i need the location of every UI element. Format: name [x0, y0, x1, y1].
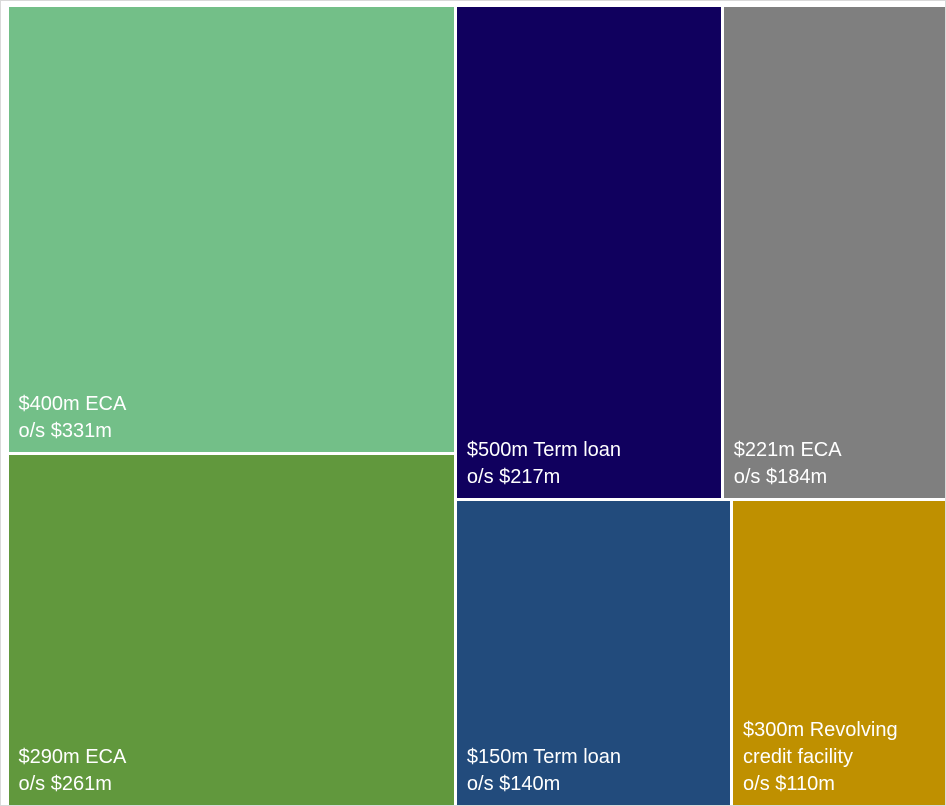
- tile-label: $150m Term loan: [466, 746, 622, 769]
- tile-value-label: o/s $261m: [18, 773, 112, 796]
- tile-value-label: o/s $184m: [733, 465, 828, 488]
- tile-value-label: o/s $140m: [466, 773, 561, 796]
- tile: $500m Term loan o/s $217m: [456, 7, 721, 498]
- tile-value-label: o/s $110m: [743, 773, 835, 796]
- tile-value-label: o/s $331m: [18, 420, 112, 443]
- tile: $400m ECA o/s $331m: [8, 7, 454, 453]
- tile-label: $500m Term loan: [466, 438, 622, 461]
- tile-label: $290m ECA: [18, 746, 127, 769]
- tile: $221m ECA o/s $184m: [723, 7, 945, 498]
- tile-label: $300m Revolving credit facility: [743, 719, 898, 769]
- tile: $290m ECA o/s $261m: [8, 455, 454, 805]
- tile-value-label: o/s $217m: [466, 465, 561, 488]
- tile-label: $221m ECA: [733, 438, 842, 461]
- tile-label: $400m ECA: [18, 393, 127, 416]
- tile: $300m Revolving credit facility o/s $110m: [733, 500, 945, 805]
- tile: $150m Term loan o/s $140m: [456, 500, 731, 805]
